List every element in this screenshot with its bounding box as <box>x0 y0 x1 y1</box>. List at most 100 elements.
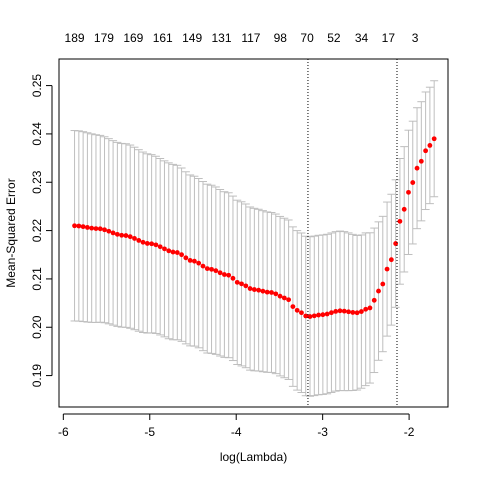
data-point <box>363 306 369 312</box>
y-tick-label: 0.21 <box>30 267 44 291</box>
data-point <box>414 165 420 171</box>
data-point <box>136 238 142 243</box>
y-tick-label: 0.19 <box>30 364 44 388</box>
data-point <box>346 309 351 315</box>
data-point <box>273 291 279 297</box>
data-point <box>251 287 257 292</box>
data-point <box>149 241 155 247</box>
data-point <box>76 223 82 229</box>
data-point <box>376 288 381 294</box>
data-point <box>294 307 300 313</box>
data-point <box>247 286 253 291</box>
data-point <box>406 189 411 195</box>
data-point <box>187 258 193 263</box>
reference-lines <box>307 59 398 407</box>
top-axis-label: 161 <box>153 31 173 45</box>
data-point <box>110 230 116 236</box>
data-point <box>144 241 150 246</box>
data-point <box>132 236 137 241</box>
x-tick-label: -2 <box>404 425 415 439</box>
data-point <box>311 313 317 319</box>
data-point <box>179 252 184 258</box>
data-point <box>72 223 77 229</box>
data-point <box>140 239 146 245</box>
data-point <box>192 258 197 264</box>
data-point <box>423 148 429 154</box>
top-axis: 189 179 169 161 149 131 117 98 70 52 34 17 3 <box>65 31 419 45</box>
data-point <box>303 313 309 319</box>
data-point <box>226 272 232 278</box>
x-axis: -6 -5 -4 -3 -2 <box>58 413 415 439</box>
x-tick-label: -6 <box>58 425 69 439</box>
data-point <box>209 266 214 272</box>
data-point <box>89 225 95 231</box>
point-layer <box>72 136 437 319</box>
top-axis-label: 98 <box>274 31 288 45</box>
data-point <box>316 312 321 318</box>
y-tick-label: 0.20 <box>30 315 44 339</box>
data-point <box>256 287 262 293</box>
top-axis-label: 52 <box>327 31 341 45</box>
data-point <box>196 260 202 266</box>
data-point <box>427 143 433 148</box>
data-point <box>234 279 240 285</box>
top-axis-label: 179 <box>94 31 114 45</box>
data-point <box>243 283 249 289</box>
data-point <box>299 310 304 316</box>
plot-frame <box>58 58 449 408</box>
data-point <box>269 290 274 295</box>
x-tick-label: -4 <box>231 425 242 439</box>
data-point <box>106 228 112 234</box>
y-tick-label: 0.24 <box>30 122 44 146</box>
data-point <box>230 275 236 281</box>
data-point <box>102 227 107 233</box>
data-point <box>350 310 356 315</box>
data-point <box>114 231 120 237</box>
data-point <box>80 224 86 230</box>
data-point <box>85 225 90 230</box>
top-axis-label: 70 <box>300 31 314 45</box>
x-axis-title: log(Lambda) <box>220 450 287 464</box>
data-point <box>217 270 223 276</box>
data-point <box>286 297 292 303</box>
top-axis-label: 117 <box>241 31 260 45</box>
data-point <box>401 206 407 212</box>
data-point <box>384 266 390 272</box>
x-tick-label: -5 <box>144 425 155 439</box>
y-tick-label: 0.22 <box>30 219 44 243</box>
data-point <box>329 310 334 316</box>
data-point <box>183 255 189 261</box>
y-axis-title: Mean-Squared Error <box>4 178 18 287</box>
data-point <box>354 310 360 316</box>
data-point <box>333 309 339 314</box>
y-axis: 0.19 0.20 0.21 0.22 0.23 0.24 0.25 <box>30 74 53 388</box>
top-axis-label: 3 <box>412 31 419 45</box>
data-point <box>307 314 313 319</box>
data-point <box>162 246 167 252</box>
data-point <box>324 311 330 317</box>
top-axis-label: 169 <box>123 31 143 45</box>
data-point <box>380 281 386 287</box>
data-point <box>204 266 210 271</box>
y-tick-label: 0.25 <box>30 74 44 98</box>
data-point <box>410 180 416 185</box>
data-point <box>221 272 227 277</box>
data-point <box>281 295 287 301</box>
data-point <box>93 226 99 231</box>
data-point <box>371 297 377 303</box>
data-point <box>290 304 296 310</box>
data-point <box>239 281 244 287</box>
data-point <box>337 308 343 314</box>
x-tick-label: -3 <box>317 425 328 439</box>
data-point <box>367 305 373 311</box>
data-point <box>200 263 206 269</box>
data-point <box>166 248 172 254</box>
data-point <box>97 226 103 232</box>
data-point <box>431 136 437 142</box>
top-axis-label: 34 <box>355 31 369 45</box>
data-point <box>174 250 180 255</box>
errorbar-layer <box>70 80 439 397</box>
data-point <box>127 234 133 240</box>
top-axis-label: 189 <box>65 31 85 45</box>
